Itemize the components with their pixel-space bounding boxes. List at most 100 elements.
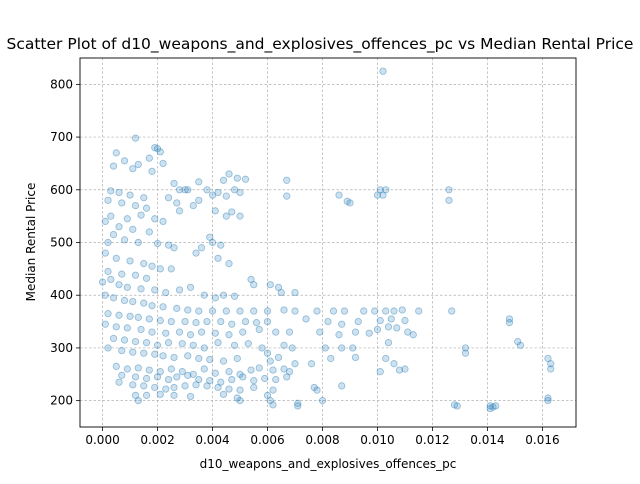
scatter-point: [107, 187, 115, 195]
scatter-point: [214, 339, 222, 347]
scatter-point: [170, 391, 178, 399]
scatter-point: [222, 212, 230, 220]
x-tick-label: 0.004: [195, 433, 229, 447]
scatter-point: [131, 271, 140, 279]
scatter-point: [373, 191, 382, 199]
scatter-point: [123, 365, 131, 373]
scatter-point: [140, 194, 148, 202]
scatter-point: [203, 382, 211, 390]
scatter-point: [170, 353, 178, 362]
scatter-point: [131, 337, 140, 346]
scatter-point: [294, 399, 302, 407]
scatter-point: [379, 67, 387, 75]
scatter-point: [167, 317, 175, 326]
scatter-point: [225, 170, 233, 178]
scatter-point: [486, 402, 494, 410]
scatter-point: [346, 199, 354, 207]
scatter-point: [145, 366, 153, 374]
scatter-point: [195, 178, 203, 186]
scatter-point: [217, 241, 225, 249]
scatter-point: [137, 285, 145, 293]
scatter-point: [280, 365, 288, 373]
scatter-point: [382, 354, 390, 363]
scatter-point: [101, 217, 109, 226]
scatter-point: [129, 225, 137, 233]
scatter-point: [148, 262, 156, 270]
scatter-point: [173, 373, 181, 381]
scatter-point: [126, 191, 134, 199]
scatter-point: [192, 249, 200, 257]
scatter-point: [252, 319, 261, 327]
scatter-point: [175, 186, 184, 194]
scatter-point: [173, 199, 181, 207]
scatter-point: [200, 365, 208, 373]
scatter-point: [318, 397, 327, 405]
scatter-point: [313, 307, 321, 315]
scatter-point: [255, 364, 263, 372]
scatter-point: [263, 349, 272, 357]
scatter-point: [109, 230, 118, 239]
scatter-point: [505, 315, 514, 323]
scatter-point: [203, 186, 211, 194]
x-tick-label: 0.012: [415, 433, 449, 447]
scatter-point: [159, 303, 167, 311]
scatter-point: [170, 383, 178, 392]
scatter-point: [109, 162, 118, 170]
scatter-point: [129, 381, 137, 389]
scatter-point: [159, 159, 167, 168]
scatter-point: [269, 386, 277, 394]
scatter-point: [104, 196, 112, 204]
scatter-point: [131, 391, 140, 399]
scatter-point: [247, 366, 255, 374]
scatter-point: [148, 167, 156, 175]
scatter-point: [184, 306, 192, 314]
scatter-point: [142, 391, 151, 399]
scatter-point: [489, 403, 497, 411]
scatter-point: [228, 208, 236, 216]
scatter-point: [327, 354, 335, 363]
scatter-point: [225, 385, 233, 393]
x-tick-label: 0.000: [85, 433, 119, 447]
scatter-point: [222, 192, 230, 200]
scatter-point: [189, 370, 197, 378]
scatter-point: [104, 267, 112, 276]
scatter-point: [384, 323, 393, 331]
scatter-point: [211, 369, 219, 377]
scatter-point: [514, 337, 522, 346]
scatter-point: [151, 144, 159, 152]
scatter-point: [131, 202, 140, 210]
scatter-point: [354, 317, 362, 326]
scatter-point: [395, 366, 404, 374]
scatter-point: [175, 286, 184, 294]
axis-ticks: 0.000 0.002 0.004 0.006 0.008 0.010 0.012 0.014…: [50, 77, 560, 447]
scatter-point: [461, 349, 470, 357]
scatter-point: [115, 378, 123, 386]
scatter-point: [250, 383, 258, 392]
scatter-point: [189, 341, 197, 349]
scatter-point: [153, 239, 162, 248]
scatter-point: [98, 278, 107, 286]
scatter-point: [365, 329, 373, 337]
scatter-point: [192, 319, 200, 327]
scatter-point: [280, 306, 288, 314]
scatter-point: [263, 391, 272, 399]
scatter-point: [181, 382, 189, 390]
scatter-point: [200, 291, 208, 299]
scatter-point: [120, 336, 129, 344]
scatter-point: [162, 385, 170, 393]
scatter-point: [409, 331, 417, 339]
scatter-point: [338, 320, 346, 328]
scatter-point: [120, 157, 129, 165]
scatter-point: [195, 354, 203, 363]
scatter-point: [162, 329, 170, 337]
scatter-point: [291, 288, 299, 297]
scatter-point: [156, 148, 164, 156]
scatter-point: [486, 404, 494, 413]
scatter-point: [376, 186, 384, 194]
scatter-point: [120, 296, 129, 305]
scatter-point: [156, 390, 164, 398]
scatter-point: [225, 368, 233, 376]
x-tick-label: 0.014: [470, 433, 504, 447]
scatter-point: [233, 354, 241, 363]
